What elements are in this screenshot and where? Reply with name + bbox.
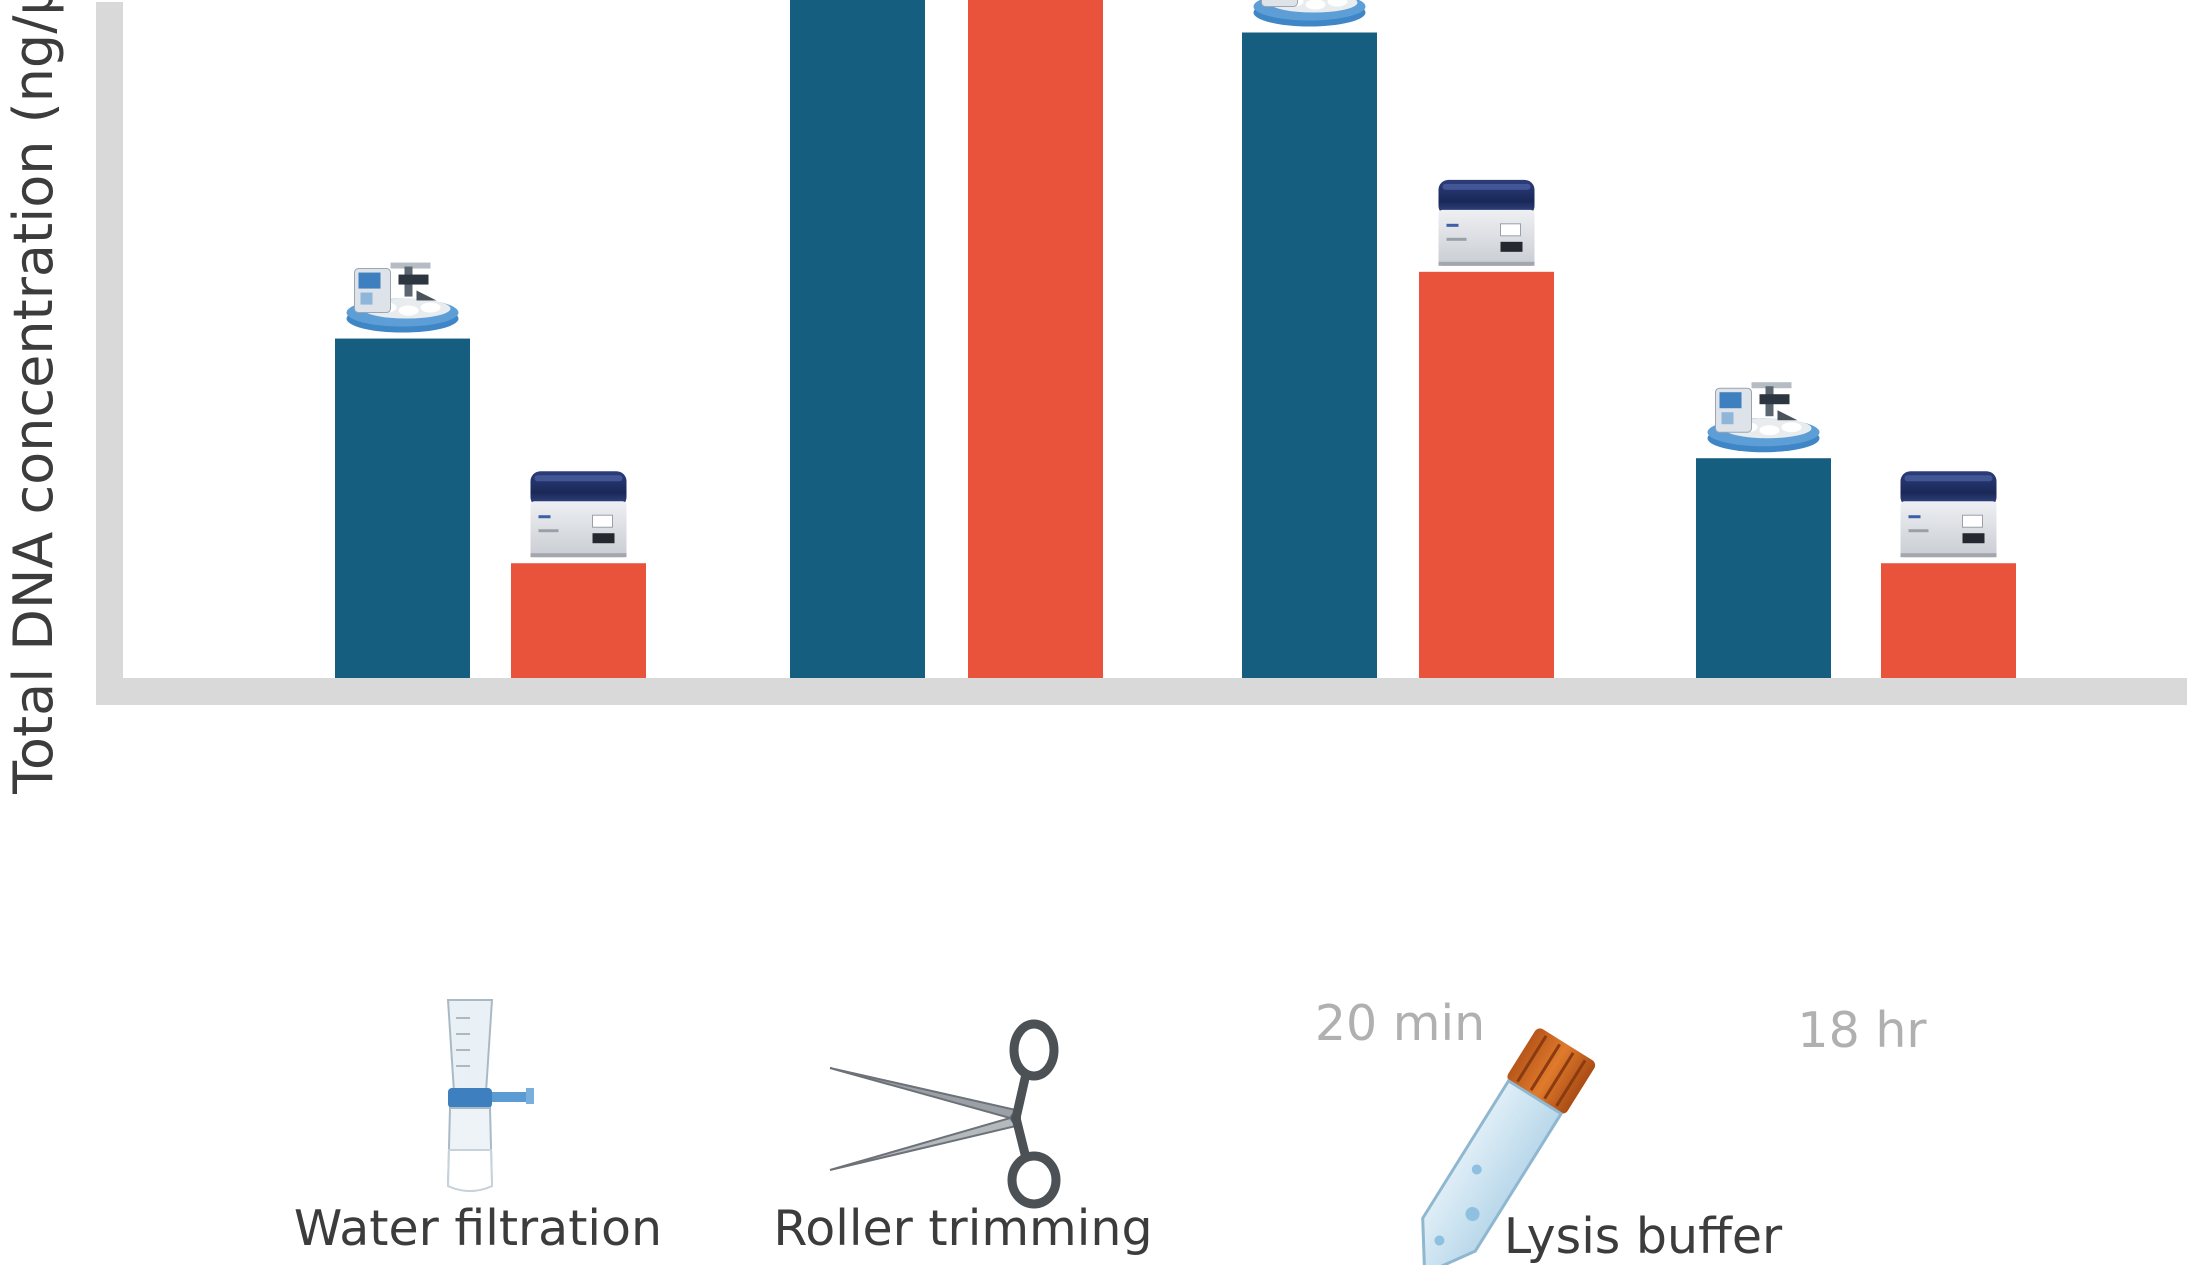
bar-series2-1 xyxy=(968,0,1103,678)
x-tick-label-roller-trimming: Roller trimming xyxy=(773,1200,1152,1257)
y-axis-line xyxy=(96,2,123,705)
extraction-robot-icon xyxy=(346,262,459,334)
extraction-instrument-icon xyxy=(1438,179,1535,267)
bar-series2-2 xyxy=(1419,271,1554,678)
extraction-robot-icon xyxy=(1707,381,1820,453)
bar-series2-0 xyxy=(511,563,646,678)
x-axis-line xyxy=(96,678,2187,705)
bars xyxy=(335,0,2016,679)
extraction-instrument-icon xyxy=(1900,470,1997,558)
bar-series1-0 xyxy=(335,338,470,678)
bar-series1-3 xyxy=(1696,458,1831,678)
extraction-instrument-icon xyxy=(530,470,627,558)
x-tick-label-18-hr: 18 hr xyxy=(1797,1002,1927,1059)
bar-series1-1 xyxy=(790,0,925,678)
x-tick-label-water-filtration: Water filtration xyxy=(294,1200,662,1257)
centrifuge-tube-icon xyxy=(1421,1028,1596,1265)
y-axis-label: Total DNA concentration (ng/µL) xyxy=(2,0,65,795)
scissors-icon xyxy=(829,1019,1061,1209)
x-tick-label-20-min: 20 min xyxy=(1315,995,1485,1052)
group-label-lysis-buffer: Lysis buffer xyxy=(1504,1208,1783,1265)
bar-series2-3 xyxy=(1881,563,2016,678)
filter-unit-icon xyxy=(446,999,534,1192)
extraction-robot-icon xyxy=(1253,0,1366,27)
bar-series1-2 xyxy=(1242,32,1377,679)
